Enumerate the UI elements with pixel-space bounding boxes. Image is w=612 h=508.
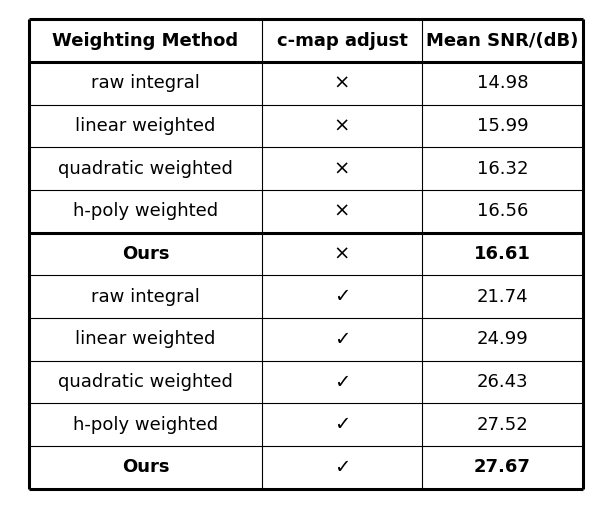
Text: ✓: ✓ (334, 330, 350, 349)
Text: Ours: Ours (122, 458, 170, 477)
Text: h-poly weighted: h-poly weighted (73, 202, 218, 220)
Text: 14.98: 14.98 (477, 74, 528, 92)
Text: 26.43: 26.43 (477, 373, 528, 391)
Text: 16.32: 16.32 (477, 160, 528, 178)
Text: 21.74: 21.74 (477, 288, 528, 306)
Text: 24.99: 24.99 (477, 330, 528, 348)
Text: ✓: ✓ (334, 415, 350, 434)
Text: ✓: ✓ (334, 287, 350, 306)
Text: 27.52: 27.52 (477, 416, 528, 434)
Text: ×: × (334, 74, 350, 93)
Text: quadratic weighted: quadratic weighted (58, 160, 233, 178)
Text: ×: × (334, 202, 350, 221)
Text: ✓: ✓ (334, 458, 350, 477)
Text: ×: × (334, 159, 350, 178)
Text: linear weighted: linear weighted (75, 330, 216, 348)
Text: Ours: Ours (122, 245, 170, 263)
Text: 16.61: 16.61 (474, 245, 531, 263)
Text: Weighting Method: Weighting Method (53, 31, 239, 50)
Text: raw integral: raw integral (91, 74, 200, 92)
Text: ×: × (334, 116, 350, 136)
Text: 16.56: 16.56 (477, 202, 528, 220)
Text: ✓: ✓ (334, 372, 350, 392)
Text: 27.67: 27.67 (474, 458, 531, 477)
Text: h-poly weighted: h-poly weighted (73, 416, 218, 434)
Text: quadratic weighted: quadratic weighted (58, 373, 233, 391)
Text: c-map adjust: c-map adjust (277, 31, 408, 50)
Text: Mean SNR/(dB): Mean SNR/(dB) (426, 31, 578, 50)
Text: linear weighted: linear weighted (75, 117, 216, 135)
Text: 15.99: 15.99 (477, 117, 528, 135)
Text: raw integral: raw integral (91, 288, 200, 306)
Text: ×: × (334, 244, 350, 264)
